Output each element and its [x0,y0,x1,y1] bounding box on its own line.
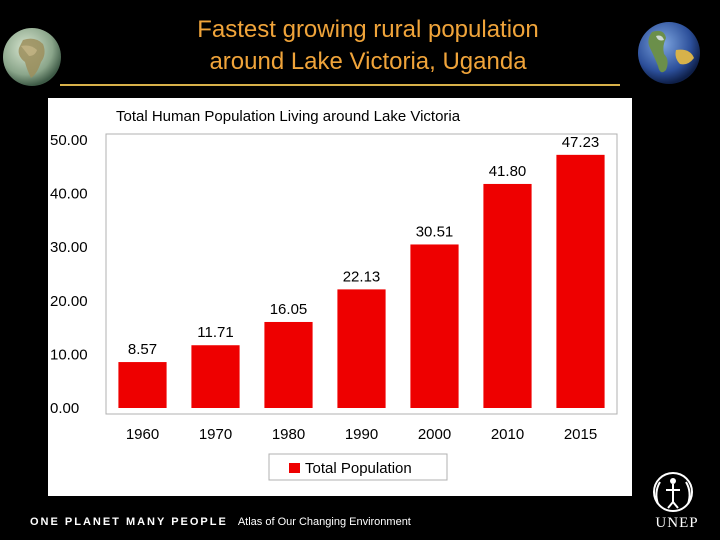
bar-1990 [337,289,386,408]
unep-label: UNEP [655,515,699,531]
bar-2000 [410,244,459,408]
footer-tagline: ONE PLANET MANY PEOPLE Atlas of Our Chang… [30,516,411,528]
data-label-1990: 22.13 [343,268,381,285]
bar-2015 [556,154,605,408]
unep-emblem-icon [653,472,693,512]
x-tick-label: 2010 [491,426,524,443]
x-tick-label: 1960 [126,426,159,443]
footer-slogan: ONE PLANET MANY PEOPLE [30,516,228,528]
y-tick-label: 0.00 [50,400,79,417]
data-label-2015: 47.23 [562,134,600,151]
population-bar-chart: Total Human Population Living around Lak… [50,108,618,481]
legend-label: Total Population [305,460,412,477]
x-tick-label: 2015 [564,426,597,443]
title-divider [60,84,620,86]
data-label-1980: 16.05 [270,301,308,318]
x-tick-label: 1980 [272,426,305,443]
chart-title: Total Human Population Living around Lak… [116,108,461,125]
africa-globe-icon [3,28,61,86]
footer-atlas: Atlas of Our Changing Environment [237,516,411,528]
plot-area-frame [105,133,618,415]
data-label-2000: 30.51 [416,223,454,240]
data-label-1970: 11.71 [197,324,233,341]
y-tick-label: 20.00 [50,293,88,310]
x-tick-label: 1970 [199,426,232,443]
bar-2010 [483,183,532,408]
bar-1970 [191,345,240,408]
slide-title-line1: Fastest growing rural population [197,16,539,43]
y-tick-label: 10.00 [50,346,88,363]
x-tick-label: 1990 [345,426,378,443]
legend-swatch [289,463,300,473]
y-tick-label: 30.00 [50,239,88,256]
data-label-1960: 8.57 [128,341,157,358]
y-tick-label: 40.00 [50,186,88,203]
bar-1980 [264,321,313,408]
y-tick-label: 50.00 [50,132,88,149]
bar-1960 [118,362,167,408]
chart-panel: Total Human Population Living around Lak… [48,98,632,496]
americas-globe-icon [638,22,700,84]
chart-legend: Total Population [268,453,448,481]
slide-title: Fastest growing rural population around … [130,14,606,78]
slide-title-line2: around Lake Victoria, Uganda [209,48,527,75]
data-label-2010: 41.80 [489,163,527,180]
x-tick-label: 2000 [418,426,451,443]
